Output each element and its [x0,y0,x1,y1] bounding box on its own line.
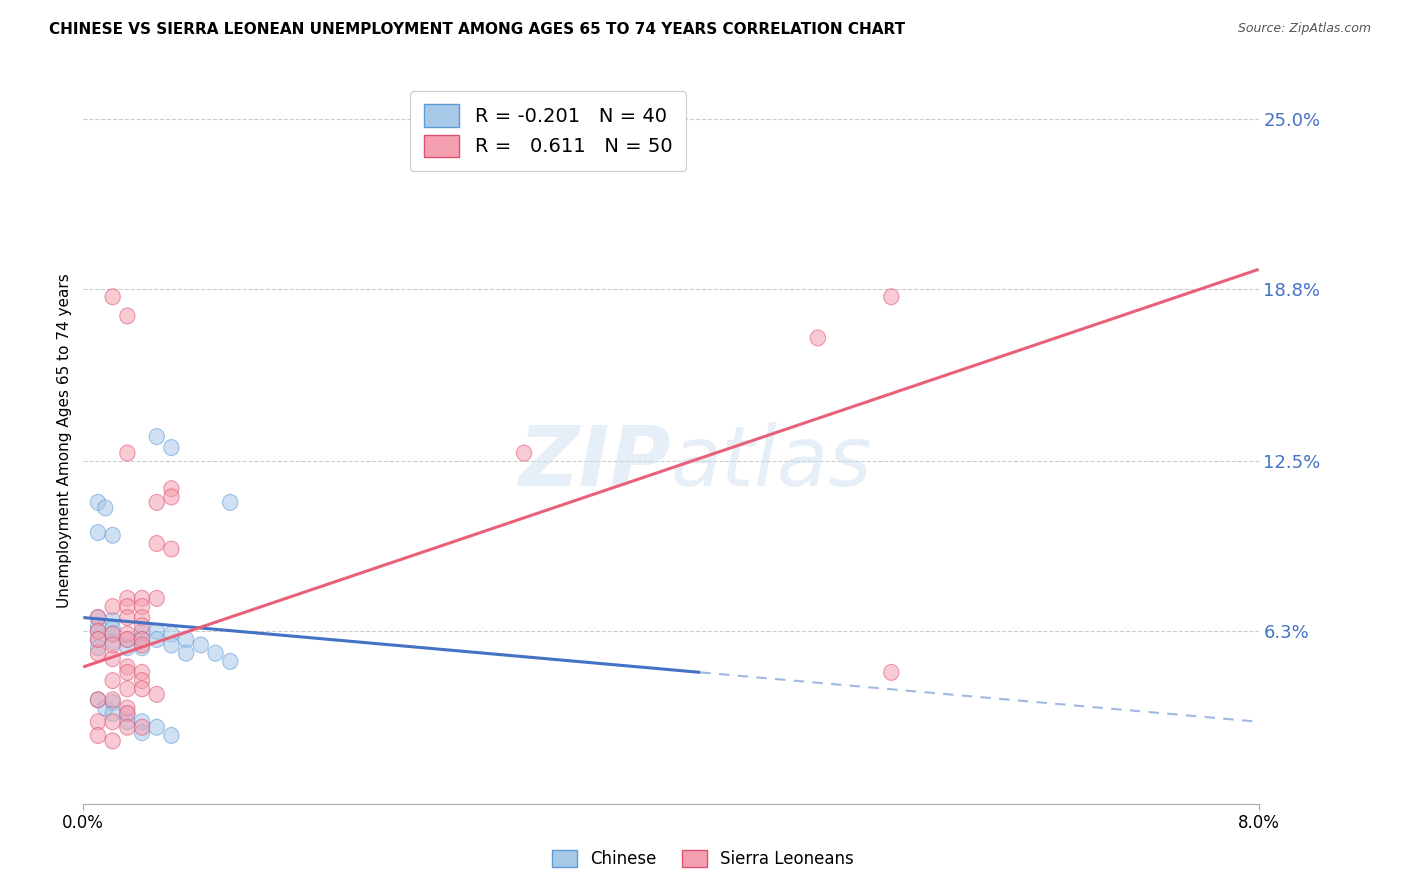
Ellipse shape [135,640,149,656]
Text: CHINESE VS SIERRA LEONEAN UNEMPLOYMENT AMONG AGES 65 TO 74 YEARS CORRELATION CHA: CHINESE VS SIERRA LEONEAN UNEMPLOYMENT A… [49,22,905,37]
Ellipse shape [105,626,121,642]
Text: atlas: atlas [671,422,873,503]
Ellipse shape [135,637,149,653]
Legend: R = -0.201   N = 40, R =   0.611   N = 50: R = -0.201 N = 40, R = 0.611 N = 50 [411,91,686,170]
Y-axis label: Unemployment Among Ages 65 to 74 years: Unemployment Among Ages 65 to 74 years [58,273,72,608]
Ellipse shape [90,714,105,730]
Ellipse shape [135,719,149,735]
Ellipse shape [883,665,898,681]
Ellipse shape [120,665,135,681]
Ellipse shape [97,500,112,516]
Ellipse shape [97,700,112,716]
Ellipse shape [120,591,135,607]
Ellipse shape [120,719,135,735]
Ellipse shape [149,624,165,640]
Ellipse shape [105,621,121,637]
Ellipse shape [120,706,135,722]
Ellipse shape [90,728,105,743]
Ellipse shape [105,650,121,666]
Ellipse shape [165,626,179,642]
Ellipse shape [149,632,165,648]
Ellipse shape [135,624,149,640]
Ellipse shape [90,692,105,707]
Ellipse shape [149,686,165,702]
Ellipse shape [105,527,121,543]
Ellipse shape [105,289,121,305]
Ellipse shape [90,632,105,648]
Ellipse shape [105,673,121,689]
Ellipse shape [90,624,105,640]
Ellipse shape [120,681,135,697]
Ellipse shape [135,609,149,625]
Ellipse shape [883,289,898,305]
Ellipse shape [120,609,135,625]
Ellipse shape [105,599,121,615]
Ellipse shape [135,673,149,689]
Ellipse shape [135,632,149,648]
Ellipse shape [90,618,105,634]
Ellipse shape [165,440,179,456]
Ellipse shape [135,724,149,740]
Text: Source: ZipAtlas.com: Source: ZipAtlas.com [1237,22,1371,36]
Ellipse shape [90,609,105,625]
Ellipse shape [105,637,121,653]
Legend: Chinese, Sierra Leoneans: Chinese, Sierra Leoneans [546,843,860,875]
Ellipse shape [90,624,105,640]
Ellipse shape [165,728,179,743]
Ellipse shape [105,612,121,628]
Ellipse shape [208,645,224,661]
Ellipse shape [135,591,149,607]
Ellipse shape [105,714,121,730]
Ellipse shape [90,632,105,648]
Ellipse shape [105,733,121,749]
Ellipse shape [90,609,105,625]
Ellipse shape [149,535,165,551]
Ellipse shape [90,524,105,541]
Ellipse shape [90,640,105,656]
Ellipse shape [222,654,238,669]
Ellipse shape [120,632,135,648]
Ellipse shape [120,700,135,716]
Ellipse shape [165,541,179,557]
Ellipse shape [165,637,179,653]
Ellipse shape [105,692,121,707]
Ellipse shape [135,714,149,730]
Ellipse shape [179,645,194,661]
Ellipse shape [135,599,149,615]
Ellipse shape [120,599,135,615]
Ellipse shape [90,494,105,510]
Ellipse shape [105,634,121,650]
Ellipse shape [149,494,165,510]
Text: ZIP: ZIP [519,422,671,503]
Ellipse shape [105,706,121,722]
Ellipse shape [120,659,135,675]
Ellipse shape [193,637,208,653]
Ellipse shape [516,445,531,461]
Ellipse shape [90,645,105,661]
Ellipse shape [120,632,135,648]
Ellipse shape [120,445,135,461]
Ellipse shape [120,308,135,324]
Ellipse shape [135,618,149,634]
Ellipse shape [165,481,179,497]
Ellipse shape [90,692,105,707]
Ellipse shape [105,626,121,642]
Ellipse shape [149,719,165,735]
Ellipse shape [120,640,135,656]
Ellipse shape [105,695,121,711]
Ellipse shape [135,632,149,648]
Ellipse shape [135,665,149,681]
Ellipse shape [120,706,135,722]
Ellipse shape [810,330,825,346]
Ellipse shape [149,429,165,444]
Ellipse shape [120,714,135,730]
Ellipse shape [120,626,135,642]
Ellipse shape [135,681,149,697]
Ellipse shape [165,489,179,505]
Ellipse shape [222,494,238,510]
Ellipse shape [149,591,165,607]
Ellipse shape [179,632,194,648]
